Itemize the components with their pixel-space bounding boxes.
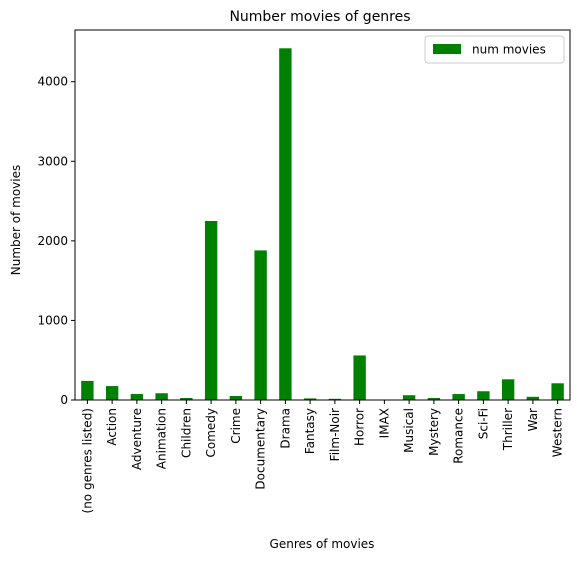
legend: num movies (424, 35, 565, 64)
y-tick-label: 4000 (37, 75, 68, 89)
bar-animation (155, 393, 168, 400)
x-tick-label: IMAX (377, 408, 391, 438)
y-tick-label: 2000 (37, 234, 68, 248)
x-tick-label: Film-Noir (328, 408, 342, 461)
x-tick-label: Horror (353, 408, 367, 446)
bar-film-noir (328, 398, 342, 400)
bar-action (105, 386, 119, 400)
chart-title: Number movies of genres (229, 9, 410, 25)
y-tick-label: 0 (60, 393, 68, 407)
x-tick-label: War (526, 408, 540, 431)
bar-drama (279, 48, 292, 401)
bar-mystery (427, 398, 441, 400)
bar-musical (402, 395, 416, 400)
x-tick-label: Musical (402, 408, 416, 453)
bar-comedy (204, 220, 218, 400)
x-tick-label: Action (105, 408, 119, 446)
legend-swatch (433, 44, 461, 54)
y-tick-label: 3000 (37, 154, 68, 168)
x-tick-label: (no genres listed) (80, 408, 94, 513)
x-tick-label: Comedy (204, 408, 218, 458)
bar-sci-fi (477, 391, 490, 400)
x-tick-label: Animation (155, 408, 169, 469)
x-tick-label: Children (179, 408, 193, 458)
x-tick-label: Romance (452, 408, 466, 464)
y-axis-ticks: 0 1000 2000 3000 4000 (37, 75, 75, 407)
bar-no-genres-listed (81, 380, 94, 400)
x-tick-label: Western (551, 408, 565, 457)
y-axis-label: Number of movies (9, 165, 23, 276)
bar-adventure (130, 394, 144, 400)
plot-frame (74, 29, 571, 401)
bar-children (180, 398, 193, 400)
bar-horror (353, 355, 366, 400)
bar-romance (452, 394, 465, 400)
bar-documentary (254, 250, 267, 400)
x-tick-label: Sci-Fi (476, 408, 490, 439)
x-axis-label: Genres of movies (270, 537, 375, 551)
x-tick-label: Crime (229, 408, 243, 444)
bar-crime (229, 396, 243, 400)
bar-western (551, 383, 564, 400)
bar-fantasy (303, 398, 317, 400)
x-tick-label: Fantasy (303, 408, 317, 454)
y-tick-label: 1000 (37, 313, 68, 327)
legend-label: num movies (472, 43, 546, 57)
bar-war (526, 396, 540, 400)
x-tick-label: Thriller (501, 408, 515, 451)
x-tick-label: Mystery (427, 408, 441, 456)
legend-box (424, 35, 565, 64)
x-axis-ticks: (no genres listed) Action Adventure Animati… (80, 400, 565, 513)
bar-thriller (501, 379, 515, 400)
x-tick-label: Adventure (130, 408, 144, 470)
x-tick-label: Documentary (254, 408, 268, 490)
bars-group (81, 48, 564, 401)
x-tick-label: Drama (278, 408, 292, 449)
